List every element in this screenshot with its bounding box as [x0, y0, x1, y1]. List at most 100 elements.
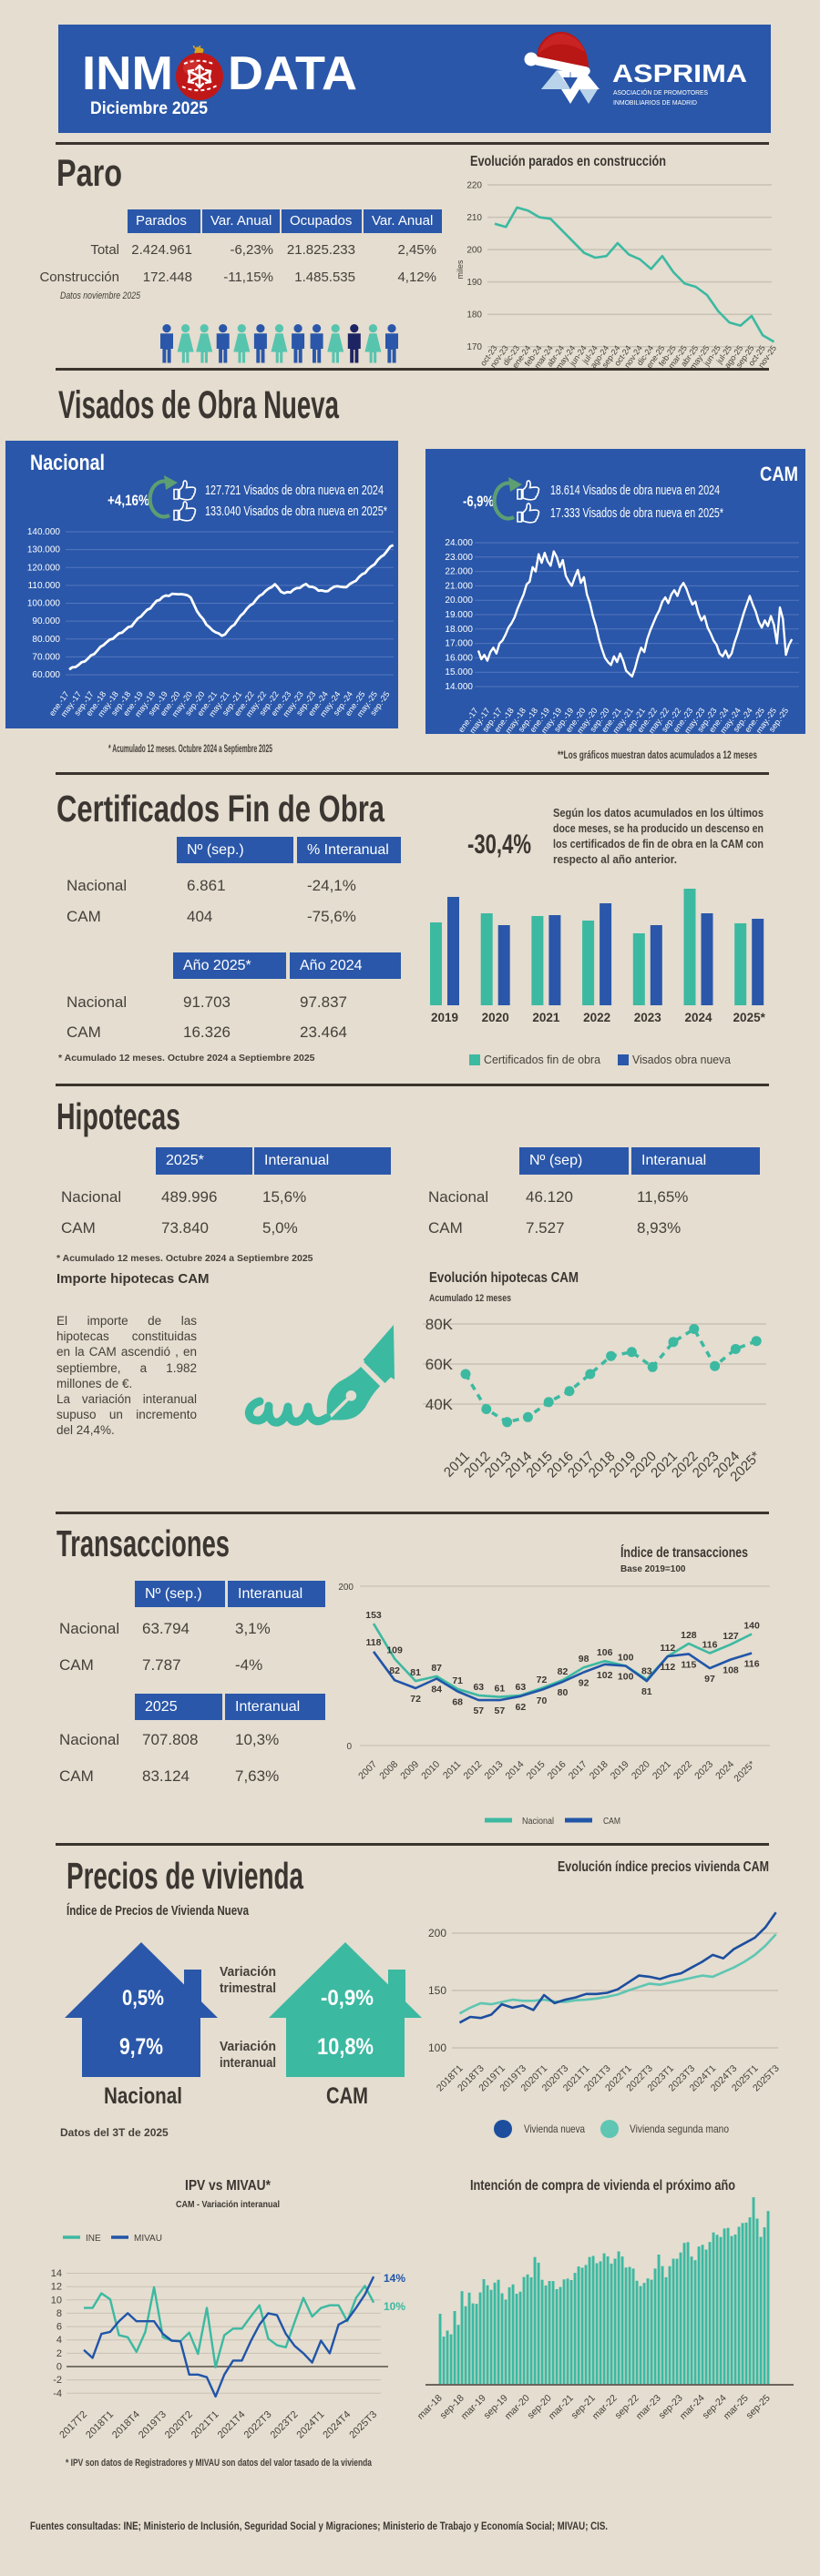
svg-text:2025*: 2025*	[733, 1011, 766, 1024]
svg-text:interanual: interanual	[220, 2055, 276, 2071]
svg-text:112: 112	[660, 1662, 675, 1673]
svg-text:40K: 40K	[425, 1396, 454, 1413]
svg-text:mar-21: mar-21	[547, 2393, 576, 2422]
svg-text:112: 112	[660, 1643, 675, 1654]
svg-text:82: 82	[558, 1666, 569, 1677]
svg-text:CAM: CAM	[603, 1817, 620, 1827]
svg-text:153: 153	[365, 1610, 382, 1621]
svg-text:21.000: 21.000	[445, 581, 473, 591]
svg-text:22.000: 22.000	[445, 567, 473, 577]
svg-text:140.000: 140.000	[27, 527, 61, 537]
svg-text:57: 57	[473, 1705, 484, 1716]
svg-text:72: 72	[410, 1694, 421, 1705]
svg-text:los certificados de fin de obr: los certificados de fin de obra en la CA…	[553, 837, 764, 850]
svg-text:100: 100	[618, 1672, 634, 1683]
svg-text:81: 81	[410, 1667, 421, 1678]
svg-text:2023: 2023	[634, 1011, 662, 1024]
svg-text:2021: 2021	[532, 1011, 560, 1024]
svg-text:6: 6	[56, 2322, 62, 2333]
svg-text:14%: 14%	[384, 2272, 405, 2285]
svg-text:2020: 2020	[482, 1011, 509, 1024]
svg-text:12: 12	[51, 2282, 62, 2293]
svg-text:Evolución índice precios vivie: Evolución índice precios vivienda CAM	[558, 1859, 769, 1875]
svg-text:170: 170	[466, 342, 482, 352]
svg-text:116: 116	[702, 1640, 718, 1651]
svg-text:mar-20: mar-20	[503, 2393, 532, 2422]
svg-text:2023: 2023	[692, 1759, 715, 1782]
svg-text:200: 200	[428, 1927, 446, 1940]
svg-text:Vivienda nueva: Vivienda nueva	[524, 2123, 585, 2135]
svg-text:24.000: 24.000	[445, 538, 473, 548]
svg-text:CAM: CAM	[326, 2083, 368, 2109]
svg-text:Precios de vivienda: Precios de vivienda	[67, 1856, 304, 1897]
svg-text:2020T2: 2020T2	[163, 2409, 195, 2441]
svg-text:116: 116	[744, 1659, 760, 1670]
svg-text:2021: 2021	[651, 1759, 673, 1782]
svg-text:2014: 2014	[504, 1759, 527, 1782]
svg-text:Nacional: Nacional	[522, 1817, 554, 1827]
svg-text:2018: 2018	[588, 1759, 610, 1782]
svg-text:8: 8	[56, 2308, 62, 2319]
svg-text:Visados de Obra Nueva: Visados de Obra Nueva	[58, 383, 340, 427]
svg-text:Acumulado 12 meses: Acumulado 12 meses	[429, 1293, 511, 1304]
svg-text:18.000: 18.000	[445, 625, 473, 635]
svg-text:68: 68	[452, 1697, 463, 1708]
svg-text:120.000: 120.000	[27, 563, 61, 573]
svg-text:Variación: Variación	[220, 1964, 276, 1980]
svg-text:100: 100	[428, 2041, 446, 2054]
svg-text:2015: 2015	[525, 1759, 548, 1782]
svg-text:92: 92	[579, 1678, 589, 1689]
svg-text:63: 63	[516, 1682, 527, 1693]
svg-text:0: 0	[56, 2362, 62, 2373]
svg-text:-4: -4	[53, 2388, 62, 2399]
svg-text:mar-23: mar-23	[634, 2393, 663, 2422]
svg-text:Evolución parados en construcc: Evolución parados en construcción	[470, 154, 666, 169]
svg-text:57: 57	[495, 1705, 506, 1716]
svg-text:2011: 2011	[441, 1759, 464, 1782]
svg-text:0,5%: 0,5%	[122, 1986, 164, 2011]
svg-text:14.000: 14.000	[445, 682, 473, 692]
svg-text:IPV vs MIVAU*: IPV vs MIVAU*	[185, 2178, 272, 2194]
svg-text:Visados obra nueva: Visados obra nueva	[632, 1053, 732, 1066]
svg-text:2010: 2010	[419, 1759, 442, 1782]
svg-text:sep-25: sep-25	[744, 2393, 773, 2421]
svg-text:200: 200	[338, 1583, 354, 1593]
svg-text:102: 102	[597, 1670, 613, 1681]
svg-text:140: 140	[743, 1621, 760, 1632]
svg-text:0: 0	[346, 1742, 352, 1752]
svg-text:2012: 2012	[461, 1759, 484, 1782]
svg-text:MIVAU: MIVAU	[134, 2234, 162, 2244]
svg-text:Paro: Paro	[56, 153, 122, 194]
svg-text:61: 61	[495, 1684, 506, 1695]
svg-text:2013: 2013	[483, 1759, 506, 1782]
svg-text:127: 127	[723, 1631, 739, 1642]
svg-text:72: 72	[537, 1675, 548, 1685]
svg-text:DATA: DATA	[228, 47, 357, 100]
svg-text:2022T3: 2022T3	[242, 2409, 274, 2441]
svg-text:62: 62	[516, 1702, 527, 1713]
svg-text:71: 71	[452, 1675, 463, 1686]
svg-text:63: 63	[473, 1682, 484, 1693]
svg-text:Base 2019=100: Base 2019=100	[620, 1564, 686, 1574]
svg-text:2018T4: 2018T4	[110, 2409, 142, 2441]
svg-text:133.040 Visados de obra nueva: 133.040 Visados de obra nueva en 2025*	[205, 504, 387, 519]
svg-text:9,7%: 9,7%	[119, 2034, 163, 2060]
svg-text:97: 97	[704, 1674, 715, 1685]
svg-text:10: 10	[51, 2295, 62, 2306]
svg-text:14: 14	[51, 2268, 62, 2279]
svg-text:180: 180	[466, 311, 482, 321]
svg-text:mar-19: mar-19	[459, 2393, 488, 2422]
svg-text:Hipotecas: Hipotecas	[56, 1096, 180, 1137]
svg-text:60K: 60K	[425, 1356, 454, 1373]
svg-text:2025T3: 2025T3	[347, 2409, 379, 2441]
svg-text:17.333 Visados de obra nueva e: 17.333 Visados de obra nueva en 2025*	[550, 506, 723, 521]
svg-text:80: 80	[558, 1687, 569, 1698]
svg-text:2019: 2019	[609, 1759, 631, 1782]
svg-text:Intención de compra de viviend: Intención de compra de vivienda el próxi…	[470, 2178, 735, 2194]
svg-text:2022: 2022	[671, 1759, 694, 1782]
svg-text:16.000: 16.000	[445, 653, 473, 663]
svg-text:2008: 2008	[377, 1759, 400, 1782]
svg-text:2018T1: 2018T1	[84, 2409, 116, 2441]
svg-text:220: 220	[466, 181, 482, 191]
svg-text:127.721 Visados de obra nueva: 127.721 Visados de obra nueva en 2024	[205, 484, 384, 498]
